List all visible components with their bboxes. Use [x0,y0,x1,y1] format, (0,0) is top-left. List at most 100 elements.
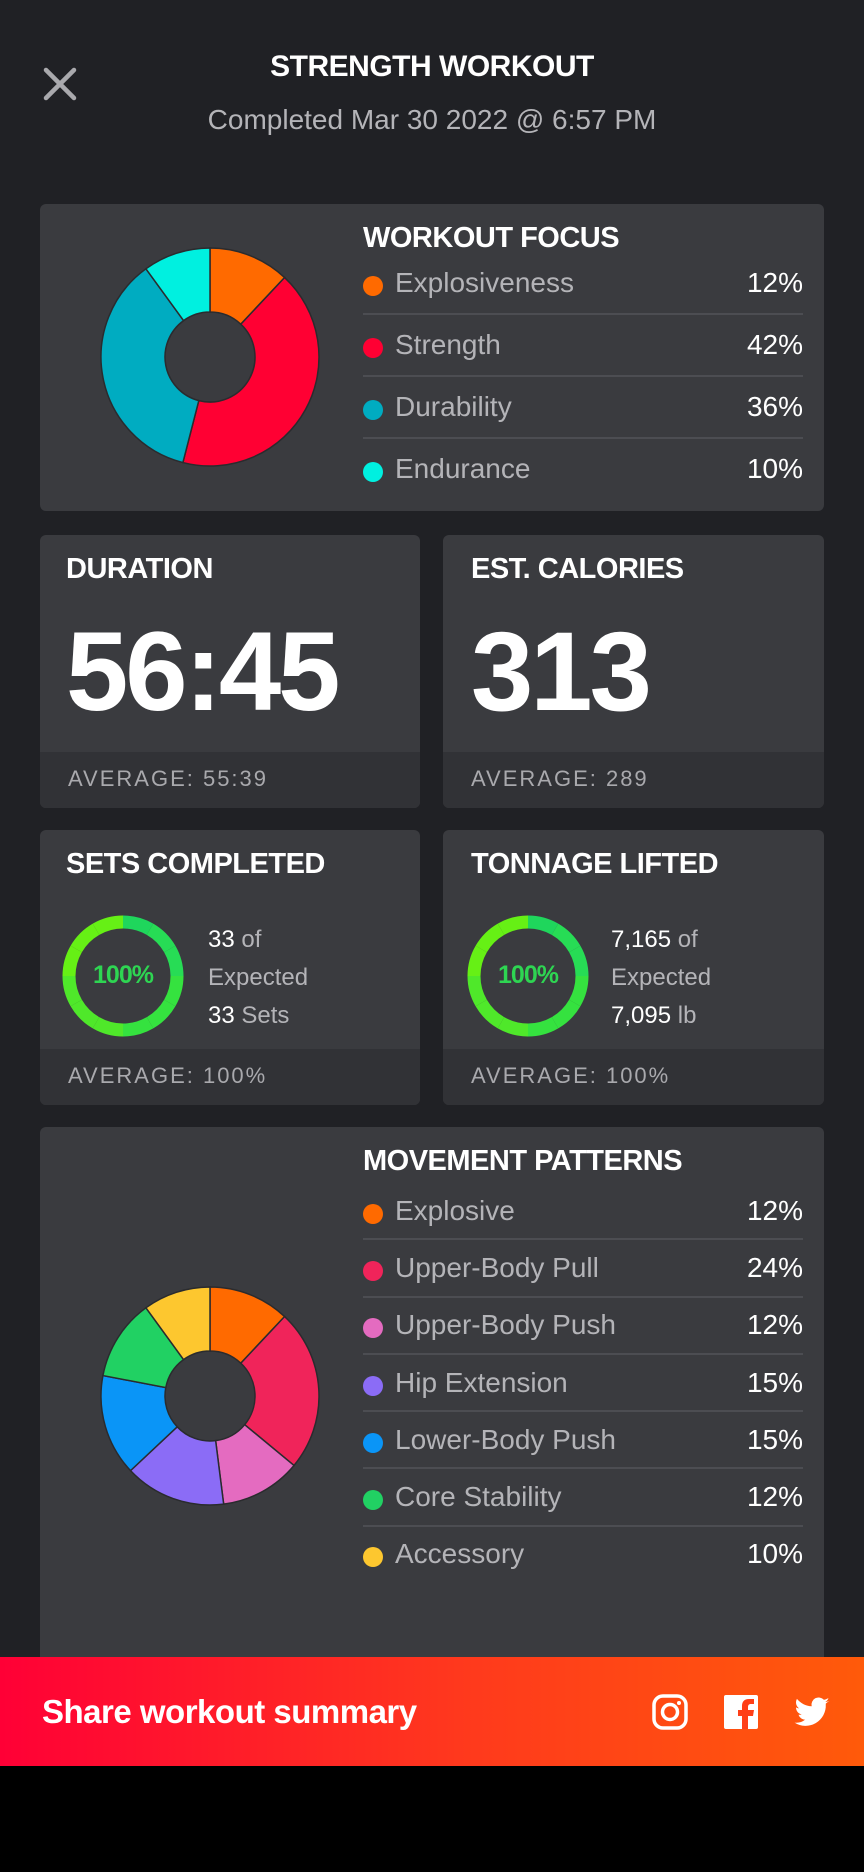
legend-item: Upper-Body Pull 24% [363,1240,803,1298]
legend-label: Explosiveness [395,267,574,298]
workout-focus-donut [100,247,320,467]
progress-segment [568,975,589,1007]
donut-slice-strength [181,276,320,467]
of-label: of [671,926,698,953]
progress-segment [568,945,589,977]
donut-slice-accessory [144,1286,211,1361]
sets-card: SETS COMPLETED 100% 33 of Expected 33 Se… [40,830,420,1105]
legend-label: Endurance [395,453,531,484]
tonnage-progress-ring [467,915,589,1037]
duration-card: DURATION 56:45 AVERAGE: 55:39 [40,535,420,808]
legend-item: Strength 42% [363,315,803,377]
legend-dot [363,1490,383,1511]
legend-item: Upper-Body Push 12% [363,1298,803,1355]
legend-label: Durability [395,391,512,422]
progress-segment [92,915,124,936]
legend-dot [363,1203,383,1224]
legend-value: 36% [746,391,803,422]
legend-dot [363,1547,383,1568]
legend-item: Core Stability 12% [363,1470,803,1527]
legend-value: 10% [746,453,803,484]
progress-segment [163,945,184,977]
calories-value: 313 [471,609,652,734]
calories-title: EST. CALORIES [471,553,684,585]
unit-label: Sets [234,1002,290,1029]
instagram-icon[interactable] [651,1693,689,1731]
share-workout-summary-button[interactable]: Share workout summary [42,1693,417,1730]
legend-dot [363,276,383,296]
legend-label: Upper-Body Push [395,1309,617,1341]
progress-segment [146,923,176,953]
expected-label: Expected [208,964,309,991]
legend-dot [363,1432,383,1453]
progress-segment [527,1016,559,1037]
legend-label: Explosive [395,1194,515,1226]
workout-summary-screen: STRENGTH WORKOUT Completed Mar 30 2022 @… [0,0,864,1766]
donut-slice-upper-body-pull [239,1315,320,1467]
legend-item: Accessory 10% [363,1527,803,1584]
progress-segment [551,999,581,1029]
tonnage-percent: 100% [498,961,559,989]
legend-value: 12% [746,267,803,298]
legend-value: 15% [746,1423,803,1455]
progress-segment [551,923,581,953]
legend-label: Accessory [395,1538,525,1570]
duration-title: DURATION [66,553,213,585]
legend-label: Upper-Body Pull [395,1251,599,1283]
movement-patterns-donut [100,1286,320,1506]
progress-segment [62,945,83,977]
legend-dot [363,1318,383,1339]
tonnage-card: TONNAGE LIFTED 100% 7,165 of Expected 7,… [443,830,824,1105]
duration-average: AVERAGE: 55:39 [40,752,420,808]
legend-dot [363,400,383,420]
progress-segment [475,999,505,1029]
calories-card: EST. CALORIES 313 AVERAGE: 289 [443,535,824,808]
progress-segment [146,999,176,1029]
progress-segment [467,975,488,1007]
legend-item: Hip Extension 15% [363,1355,803,1413]
share-bar[interactable]: Share workout summary [0,1657,864,1766]
unit-label: lb [671,1002,697,1029]
legend-dot [363,462,383,482]
progress-segment [475,923,505,953]
progress-segment [92,1016,124,1037]
legend-dot [363,1260,383,1281]
legend-item: Durability 36% [363,377,803,439]
sets-percent: 100% [93,961,154,989]
legend-value: 42% [746,329,803,360]
legend-label: Strength [395,329,501,360]
sets-done: 33 [208,926,235,953]
donut-slice-durability [100,267,200,464]
legend-item: Explosiveness 12% [363,253,803,315]
tonnage-total: 7,095 [611,1002,672,1029]
legend-value: 24% [746,1251,803,1283]
legend-dot [363,338,383,358]
legend-label: Hip Extension [395,1366,568,1398]
expected-label: Expected [611,964,712,991]
duration-value: 56:45 [66,609,340,734]
sets-average: AVERAGE: 100% [40,1049,420,1105]
legend-label: Lower-Body Push [395,1423,617,1455]
progress-segment [62,975,83,1007]
legend-dot [363,1375,383,1396]
tonnage-title: TONNAGE LIFTED [471,848,719,880]
legend-label: Core Stability [395,1481,562,1513]
progress-segment [497,1016,529,1037]
progress-segment [527,915,559,936]
tonnage-done: 7,165 [611,926,672,953]
legend-value: 12% [746,1481,803,1513]
twitter-icon[interactable] [793,1693,831,1731]
progress-segment [122,915,154,936]
legend-value: 12% [746,1309,803,1341]
sets-title: SETS COMPLETED [66,848,325,880]
sets-detail: 33 of Expected 33 Sets [208,921,308,1035]
calories-average: AVERAGE: 289 [443,752,824,808]
progress-segment [497,915,529,936]
tonnage-average: AVERAGE: 100% [443,1049,824,1105]
tonnage-detail: 7,165 of Expected 7,095 lb [611,921,711,1035]
close-icon[interactable] [42,66,78,102]
movement-patterns-card: MOVEMENT PATTERNS Explosive 12% Upper-Body… [40,1127,824,1727]
facebook-icon[interactable] [722,1693,760,1731]
legend-item: Lower-Body Push 15% [363,1412,803,1470]
completed-date: Completed Mar 30 2022 @ 6:57 PM [207,104,657,135]
